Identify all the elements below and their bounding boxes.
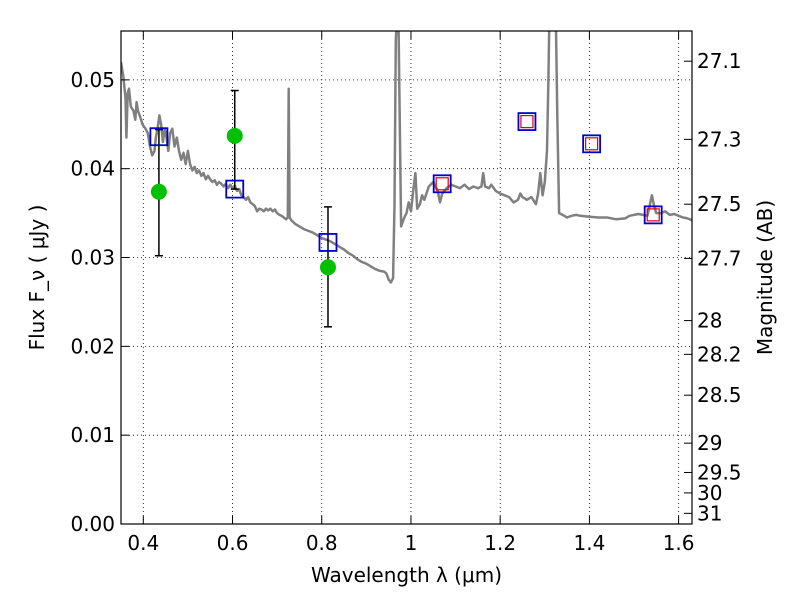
x-tick-label: 1.4 [573, 531, 605, 555]
right-tick-label: 27.1 [697, 49, 742, 73]
observed-point [150, 183, 167, 200]
y-axis-title: Flux F_ν ( μJy ) [25, 205, 49, 351]
blue-square-marker [225, 179, 245, 199]
x-tick-label: 0.8 [306, 531, 338, 555]
right-tick-label: 29 [697, 431, 722, 455]
y-tick-label: 0.04 [70, 157, 115, 181]
blue-square-marker [582, 134, 602, 154]
red-square-marker [585, 137, 599, 151]
y-tick-label: 0.00 [70, 512, 115, 536]
plot-frame [120, 30, 693, 525]
blue-square-marker [517, 112, 537, 132]
right-tick-label: 27.3 [697, 127, 742, 151]
right-tick-label: 28.2 [697, 342, 742, 366]
right-tick-label: 30 [697, 481, 722, 505]
y-tick-label: 0.01 [70, 423, 115, 447]
right-tick-label: 27.7 [697, 246, 742, 270]
x-axis-title: Wavelength λ (μm) [311, 563, 502, 587]
observed-point [226, 127, 243, 144]
y-tick-label: 0.03 [70, 246, 115, 270]
red-square-marker [435, 177, 449, 191]
plot-area [121, 31, 692, 328]
x-tick-label: 1.6 [663, 531, 695, 555]
blue-square-marker [432, 174, 452, 194]
axis-labels: 0.4 0.6 0.8 1 1.2 1.4 1.6 0.00 0.01 0.02 0.03 0.04 0… [25, 49, 777, 587]
right-tick-label: 29.5 [697, 460, 742, 484]
blue-square-marker [149, 127, 169, 147]
axis-ticks [121, 31, 692, 525]
right-tick-label: 28 [697, 309, 722, 333]
sed-model-line [121, 31, 692, 284]
plot-border [120, 30, 693, 525]
right-tick-label: 27.5 [697, 192, 742, 216]
blue-square-marker [318, 233, 338, 252]
x-tick-label: 1.2 [484, 531, 516, 555]
right-tick-label: 31 [697, 501, 722, 525]
right-tick-label: 28.5 [697, 383, 742, 407]
observed-point [319, 259, 336, 276]
x-tick-label: 0.6 [217, 531, 249, 555]
y-tick-label: 0.02 [70, 334, 115, 358]
y-tick-label: 0.05 [70, 68, 115, 92]
x-tick-label: 0.4 [127, 531, 159, 555]
x-tick-label: 1 [405, 531, 418, 555]
red-square-marker [520, 115, 534, 129]
red-square-marker [646, 208, 660, 222]
blue-square-marker [643, 205, 663, 225]
right-axis-title: Magnitude (AB) [753, 200, 777, 355]
